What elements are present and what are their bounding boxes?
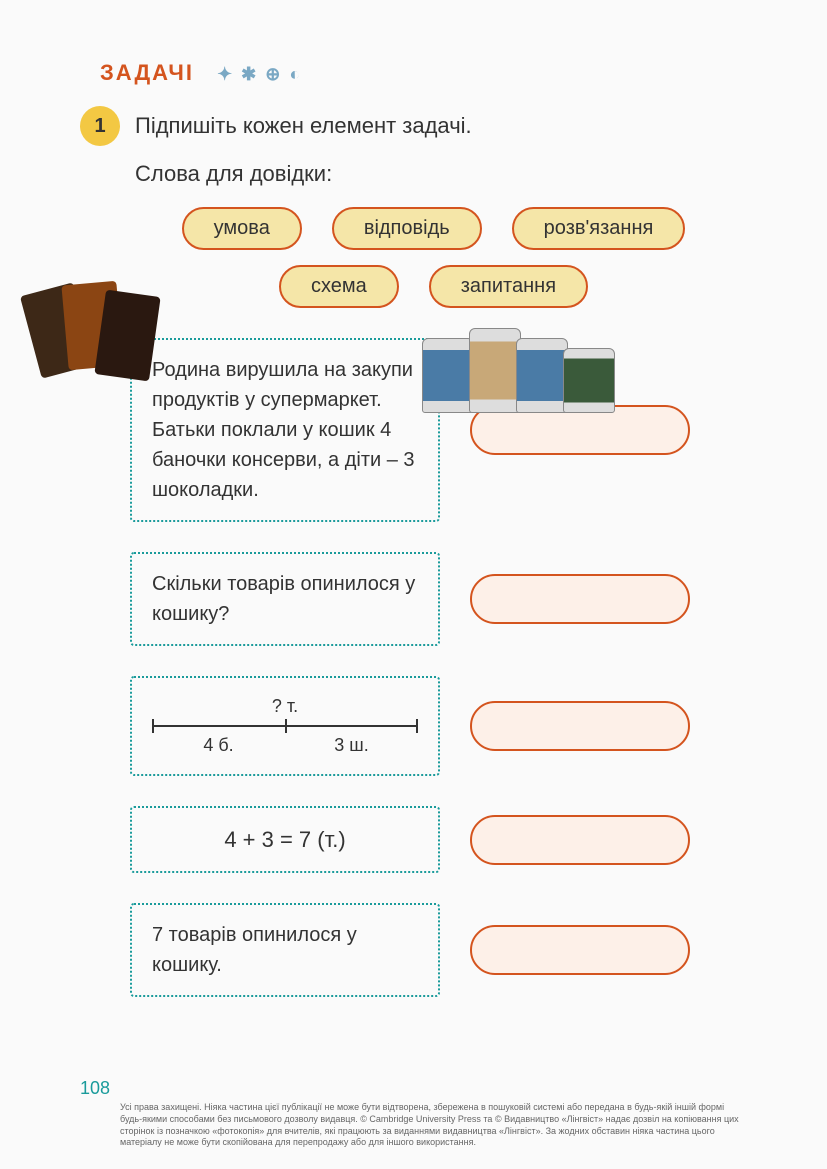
copyright-footer: Усі права захищені. Ніяка частина цієї п… — [120, 1102, 747, 1149]
section-title: ЗАДАЧІ ✦ ✱ ⊕ ◐ — [100, 60, 747, 86]
problem-row-5: 7 товарів опинилося у кошику. — [130, 903, 747, 997]
task-header: 1 Підпишіть кожен елемент задачі. — [80, 106, 747, 146]
chip-vidpovid: відповідь — [332, 207, 482, 250]
schema-top-label: ? т. — [152, 693, 418, 720]
chip-zapytannya: запитання — [429, 265, 588, 308]
schema-line: 4 б. 3 ш. — [152, 725, 418, 759]
problem-box-condition: Родина вирушила на закупи продуктів у су… — [130, 338, 440, 522]
problem-row-4: 4 + 3 = 7 (т.) — [130, 806, 747, 873]
task-number-badge: 1 — [80, 106, 120, 146]
word-chips-row2: схема запитання — [120, 265, 747, 308]
chocolate-illustration — [30, 278, 170, 398]
answer-slot-3[interactable] — [470, 701, 690, 751]
hint-label: Слова для довідки: — [135, 161, 747, 187]
schema-left: 4 б. — [152, 727, 285, 759]
chip-skhema: схема — [279, 265, 399, 308]
chip-umova: умова — [182, 207, 302, 250]
task-instruction: Підпишіть кожен елемент задачі. — [135, 113, 472, 139]
answer-slot-4[interactable] — [470, 815, 690, 865]
problem-row-3: ? т. 4 б. 3 ш. — [130, 676, 747, 776]
page-number: 108 — [80, 1078, 110, 1099]
answer-slot-2[interactable] — [470, 574, 690, 624]
problem-box-question: Скільки товарів опинилося у кошику? — [130, 552, 440, 646]
problem-box-solution: 4 + 3 = 7 (т.) — [130, 806, 440, 873]
problem-box-answer: 7 товарів опинилося у кошику. — [130, 903, 440, 997]
chip-rozvyazannya: розв'язання — [512, 207, 686, 250]
cans-illustration — [427, 313, 647, 413]
word-chips-row1: умова відповідь розв'язання — [120, 207, 747, 250]
problem-row-2: Скільки товарів опинилося у кошику? — [130, 552, 747, 646]
problem-box-schema: ? т. 4 б. 3 ш. — [130, 676, 440, 776]
content-area: Родина вирушила на закупи продуктів у су… — [80, 338, 747, 997]
decorative-doodles: ✦ ✱ ⊕ ◐ — [217, 64, 302, 85]
schema-right: 3 ш. — [285, 727, 418, 759]
answer-slot-5[interactable] — [470, 925, 690, 975]
